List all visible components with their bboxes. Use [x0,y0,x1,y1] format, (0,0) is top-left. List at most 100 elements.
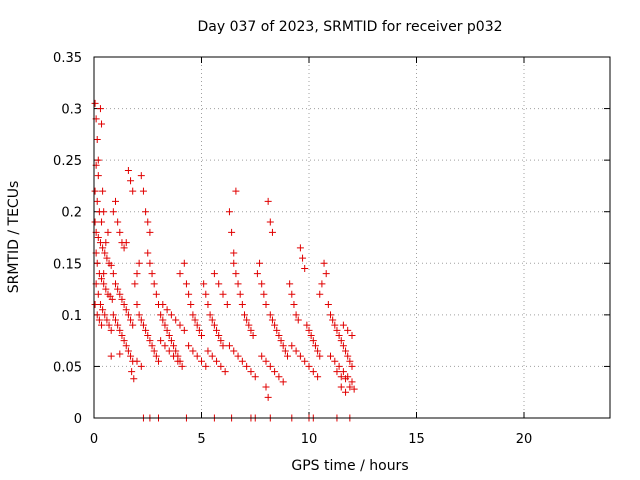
data-point [93,311,101,319]
data-point [210,321,218,329]
data-point [122,306,130,314]
data-point [275,331,283,339]
data-point [135,259,143,267]
data-point [142,208,150,216]
data-point [159,316,167,324]
data-point [101,249,109,257]
data-point [94,172,102,180]
data-point [342,388,350,396]
data-point [133,357,141,365]
data-point [210,270,218,278]
data-point [333,326,341,334]
data-point [266,311,274,319]
data-point [98,120,106,128]
data-point [99,244,107,252]
data-point [178,362,186,370]
data-point [161,321,169,329]
data-point [251,373,259,381]
data-point [318,280,326,288]
data-point [185,342,193,350]
data-point [260,290,268,298]
data-point [187,301,195,309]
data-point [127,316,135,324]
y-tick-label: 0.35 [53,51,82,66]
data-point [120,244,128,252]
data-point [271,321,279,329]
data-point [342,347,350,355]
data-point [93,136,101,144]
data-point [200,280,208,288]
data-point [129,321,137,329]
data-point [217,362,225,370]
data-point [100,270,108,278]
data-point [124,311,132,319]
data-point [159,301,167,309]
data-point [98,218,106,226]
data-point [204,347,212,355]
data-point [337,373,345,381]
data-point [262,383,270,391]
data-point [161,342,169,350]
data-point [288,342,296,350]
data-point [247,326,255,334]
data-point [339,321,347,329]
data-point [219,290,227,298]
data-point [348,378,356,386]
data-point [146,337,154,345]
data-point [139,187,147,195]
data-point [232,270,240,278]
data-point [180,326,188,334]
data-point [264,393,272,401]
data-point [99,187,107,195]
data-point [305,362,313,370]
data-point [98,321,106,329]
y-tick-label: 0.15 [53,257,82,272]
y-tick-label: 0.2 [61,206,82,221]
data-point [107,261,115,269]
data-point [230,259,238,267]
data-point [337,337,345,345]
data-point [157,337,165,345]
data-point [94,156,102,164]
data-point [350,385,358,393]
data-point [172,347,180,355]
data-point [322,270,330,278]
y-axis-label: SRMTID / TECUs [6,181,22,294]
data-point [271,368,279,376]
data-point [130,375,138,383]
data-point [94,234,102,241]
data-point [292,347,300,355]
data-point [277,337,285,345]
data-point [307,331,315,339]
data-point [118,331,126,339]
data-point [238,301,246,309]
data-point [133,301,141,309]
data-point [114,218,122,226]
data-point [172,316,180,324]
data-point [275,373,283,381]
data-point [96,105,104,113]
data-point [311,342,319,350]
data-point [100,280,108,288]
y-tick-labels: 0 0.05 0.1 0.15 0.2 0.25 0.3 0.35 [53,51,82,427]
data-point [286,280,294,288]
data-point [109,270,117,278]
data-point [155,357,162,365]
data-point [189,311,197,319]
data-point [245,321,253,329]
data-point [167,311,175,319]
data-point [204,301,212,309]
data-point [230,347,238,355]
data-point [342,375,350,383]
data-point [152,352,160,360]
data-point [309,368,317,376]
data-point [137,172,145,180]
data-point [344,352,352,360]
data-point [108,295,116,303]
data-point [107,326,115,334]
data-point [133,270,141,278]
data-point [292,311,300,319]
x-tick-labels: 0 5 10 15 20 [90,432,532,447]
data-point [148,270,156,278]
data-point [281,347,289,355]
